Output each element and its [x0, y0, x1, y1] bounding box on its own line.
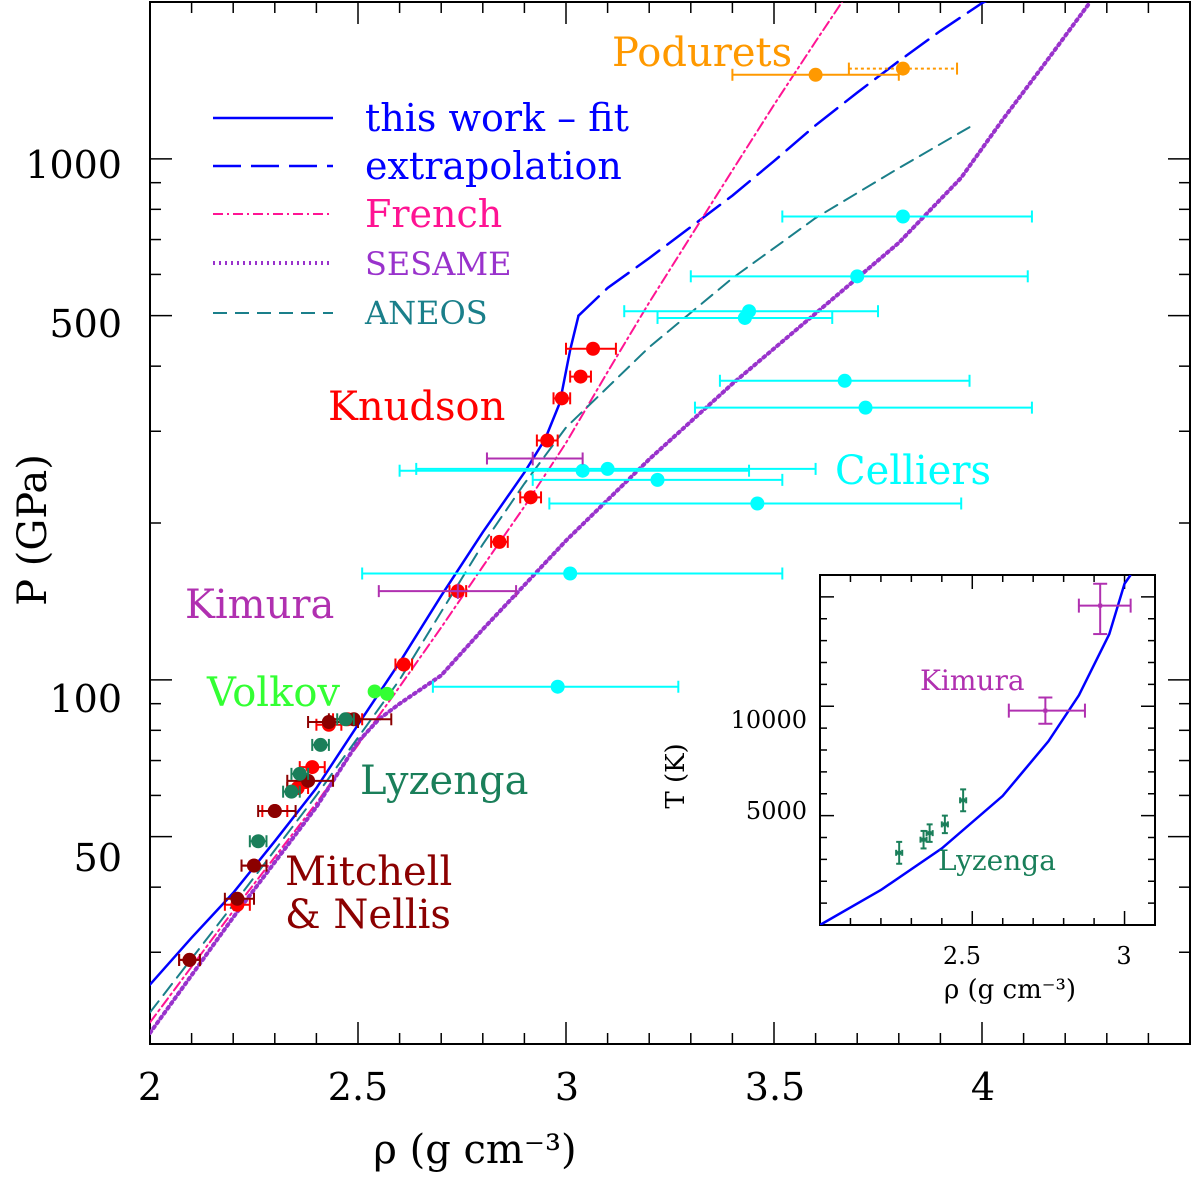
- inset-y-axis-title: T (K): [661, 743, 691, 808]
- annotation-podurets: Podurets: [612, 30, 792, 76]
- data-point-celliers: [895, 209, 910, 224]
- x-tick-label-3.5: 3.5: [745, 1065, 805, 1109]
- data-point-knudson: [396, 657, 411, 672]
- data-point-mitchell-nellis: [182, 952, 197, 967]
- data-point-lyzenga: [284, 784, 299, 799]
- inset-y-tick-label-5000: 5000: [746, 797, 807, 825]
- data-point-celliers: [600, 461, 615, 476]
- inset-data-point-lyzenga: [921, 837, 926, 842]
- inset-y-tick-label-10000: 10000: [731, 706, 807, 734]
- inset-data-point-lyzenga: [942, 822, 947, 827]
- data-point-volkov: [367, 684, 382, 699]
- y-axis-title: P (GPa): [10, 454, 56, 606]
- main-series-group: [150, 2, 1093, 1035]
- inset-annotation-lyzenga: Lyzenga: [938, 844, 1056, 877]
- legend-label-fit: this work – fit: [365, 96, 629, 140]
- data-point-podurets: [808, 67, 823, 82]
- x-tick-label-2: 2: [138, 1065, 162, 1109]
- annotation-lyzenga: Lyzenga: [360, 758, 528, 804]
- inset-data-point-lyzenga: [927, 831, 932, 836]
- data-point-knudson: [540, 433, 555, 448]
- data-point-celliers: [563, 566, 578, 581]
- data-point-celliers: [650, 472, 665, 487]
- data-point-knudson: [492, 534, 507, 549]
- inset-x-axis-title: ρ (g cm⁻³): [944, 975, 1076, 1005]
- data-point-mitchell-nellis: [230, 891, 245, 906]
- data-point-knudson: [586, 341, 601, 356]
- annotation-nellis: & Nellis: [285, 892, 451, 938]
- data-point-celliers: [858, 400, 873, 415]
- inset-x-tick-label-2.5: 2.5: [943, 942, 981, 970]
- legend-label-french: French: [365, 192, 502, 236]
- annotation-celliers: Celliers: [835, 448, 991, 494]
- data-point-lyzenga: [338, 712, 353, 727]
- data-point-mitchell-nellis: [267, 804, 282, 819]
- inset-annotation-kimura: Kimura: [920, 664, 1025, 697]
- data-point-knudson: [554, 391, 569, 406]
- legend-label-sesame: SESAME: [365, 245, 511, 283]
- data-point-podurets: [895, 61, 910, 76]
- y-tick-label-100: 100: [49, 677, 122, 721]
- inset-data-point-lyzenga: [897, 850, 902, 855]
- data-point-celliers: [750, 496, 765, 511]
- annotation-mitchell: Mitchell: [285, 849, 452, 895]
- data-point-lyzenga: [313, 737, 328, 752]
- y-tick-label-1000: 1000: [25, 143, 122, 187]
- data-point-volkov: [380, 686, 395, 701]
- data-point-celliers: [837, 373, 852, 388]
- legend-label-aneos: ANEOS: [364, 294, 488, 332]
- x-tick-label-2.5: 2.5: [328, 1065, 388, 1109]
- y-tick-label-500: 500: [49, 302, 122, 346]
- inset-data-point-kimura: [1043, 708, 1048, 713]
- y-tick-label-50: 50: [74, 836, 122, 880]
- annotation-volkov: Volkov: [206, 670, 340, 716]
- series-line-extrapolation: [577, 2, 988, 317]
- inset-series-line-fit: [820, 575, 1132, 925]
- x-axis-title: ρ (g cm⁻³): [373, 1127, 576, 1173]
- annotation-kimura: Kimura: [185, 582, 334, 628]
- series-line-french: [150, 2, 844, 1024]
- x-tick-label-3: 3: [555, 1065, 579, 1109]
- series-line-sesame: [150, 2, 1093, 1035]
- data-point-celliers: [550, 679, 565, 694]
- inset-data-point-kimura: [1098, 603, 1103, 608]
- x-tick-label-4: 4: [971, 1065, 995, 1109]
- series-line-this-work-fit: [150, 314, 580, 986]
- data-point-celliers: [737, 310, 752, 325]
- main-axis-ticks: [149, 1, 1190, 1045]
- inset-x-tick-label-3: 3: [1116, 942, 1131, 970]
- data-point-celliers: [850, 269, 865, 284]
- inset-axis-ticks: [819, 574, 1155, 926]
- annotation-knudson: Knudson: [328, 384, 505, 430]
- data-point-mitchell-nellis: [247, 858, 261, 873]
- inset-data-point-lyzenga: [961, 798, 966, 803]
- inset-series-group: [820, 575, 1132, 925]
- data-point-knudson: [573, 369, 588, 384]
- main-points-group: [178, 61, 1033, 967]
- legend-label-extrapolation: extrapolation: [365, 144, 622, 188]
- data-point-knudson: [523, 490, 538, 505]
- series-line-aneos: [150, 126, 971, 1014]
- data-point-lyzenga: [292, 766, 307, 781]
- legend: this work – fit extrapolation French SES…: [213, 96, 629, 332]
- data-point-celliers: [575, 463, 590, 478]
- data-point-lyzenga: [251, 834, 266, 849]
